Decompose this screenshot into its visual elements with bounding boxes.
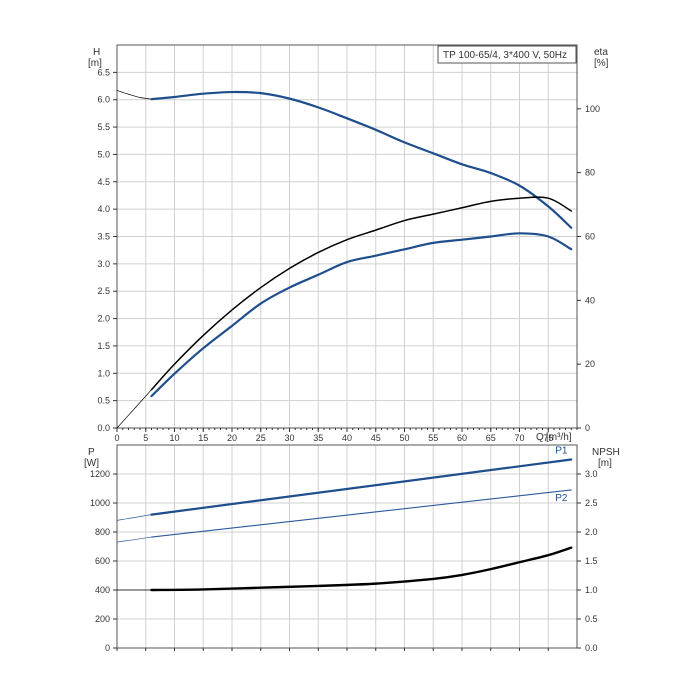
head-tick-label: 6.0 (97, 95, 110, 105)
bottom-panel-grid (117, 445, 577, 648)
bottom-series-5-line (150, 546, 573, 592)
x-tick-label: 35 (313, 433, 323, 443)
x-tick-label: 65 (486, 433, 496, 443)
power-tick-label: 1200 (90, 469, 110, 479)
x-tick-label: 15 (198, 433, 208, 443)
x-tick-label: 50 (399, 433, 409, 443)
x-tick-label: 55 (428, 433, 438, 443)
head-tick-label: 5.0 (97, 149, 110, 159)
x-tick-label: 0 (114, 433, 119, 443)
x-tick-label: 45 (371, 433, 381, 443)
power-tick-label: 400 (95, 585, 110, 595)
head-tick-label: 4.0 (97, 204, 110, 214)
x-tick-label: 5 (143, 433, 148, 443)
power-tick-label: 1000 (90, 498, 110, 508)
x-tick-label: 40 (342, 433, 352, 443)
head-tick-label: 4.5 (97, 177, 110, 187)
bottom-panel-series: P1 P2 (116, 446, 573, 592)
x-tick-label: 60 (457, 433, 467, 443)
npsh-tick-label: 2.0 (585, 527, 598, 537)
power-axis-name: P (88, 447, 95, 458)
head-tick-label: 2.0 (97, 314, 110, 324)
flow-axis-unit: [m³/h] (546, 432, 572, 443)
x-tick-label: 10 (169, 433, 179, 443)
x-tick-label: 30 (284, 433, 294, 443)
x-tick-label: 75 (543, 433, 553, 443)
x-tick-label: 70 (514, 433, 524, 443)
eta-tick-label: 80 (585, 168, 595, 178)
npsh-tick-label: 0.5 (585, 614, 598, 624)
title-box (437, 45, 577, 64)
bottom-series-2-line (116, 536, 152, 543)
head-axis-unit: [m] (88, 58, 102, 69)
head-tick-label: 1.0 (97, 368, 110, 378)
eta-axis-name: eta (594, 47, 608, 58)
head-axis-name: H (93, 47, 100, 58)
npsh-axis-unit: [m] (598, 458, 612, 469)
bottom-series-0-line (116, 514, 152, 521)
eta-tick-label: 100 (585, 104, 600, 114)
head-tick-label: 0.0 (97, 423, 110, 433)
eta-tick-label: 20 (585, 359, 595, 369)
npsh-tick-label: 0.0 (585, 643, 598, 653)
head-tick-label: 3.0 (97, 259, 110, 269)
top-series-2-line (116, 389, 152, 429)
head-tick-label: 1.5 (97, 341, 110, 351)
x-tick-label: 20 (227, 433, 237, 443)
head-tick-label: 6.5 (97, 67, 110, 77)
series-p1-label: P1 (555, 446, 568, 457)
head-tick-label: 5.5 (97, 122, 110, 132)
series-p1-line (150, 458, 573, 516)
npsh-tick-label: 1.5 (585, 556, 598, 566)
eta-tick-label: 40 (585, 295, 595, 305)
x-tick-label: 25 (256, 433, 266, 443)
top-series-0-line (116, 90, 152, 100)
npsh-axis-name: NPSH (592, 447, 620, 458)
series-p2-label: P2 (555, 493, 568, 504)
head-tick-label: 2.5 (97, 286, 110, 296)
flow-axis-name: Q (536, 432, 544, 443)
head-tick-label: 0.5 (97, 396, 110, 406)
bottom-panel-ticks: 0 200 400 600 800 1000 1200 0.0 0.5 1.0 1.5 2.0 2.5 3… (90, 469, 598, 653)
top-panel-series (116, 90, 573, 429)
top-series-1-line (150, 90, 573, 229)
chart-title: TP 100-65/4, 3*400 V, 50Hz (443, 50, 567, 61)
top-panel-ticks: 0 5 10 15 20 25 30 35 40 45 50 55 60 65 70 75 0.0 0.5 1.0 1… (97, 67, 600, 443)
npsh-tick-label: 3.0 (585, 469, 598, 479)
eta-axis-unit: [%] (594, 58, 609, 69)
power-tick-label: 600 (95, 556, 110, 566)
top-panel-grid (117, 45, 577, 428)
eta-tick-label: 0 (585, 423, 590, 433)
series-p2-line (150, 489, 572, 538)
power-tick-label: 0 (105, 643, 110, 653)
power-axis-unit: [W] (84, 458, 99, 469)
head-tick-label: 3.5 (97, 232, 110, 242)
top-series-4-line (150, 232, 573, 398)
npsh-tick-label: 1.0 (585, 585, 598, 595)
top-series-3-line (150, 196, 572, 391)
npsh-tick-label: 2.5 (585, 498, 598, 508)
power-tick-label: 800 (95, 527, 110, 537)
power-tick-label: 200 (95, 614, 110, 624)
eta-tick-label: 60 (585, 232, 595, 242)
